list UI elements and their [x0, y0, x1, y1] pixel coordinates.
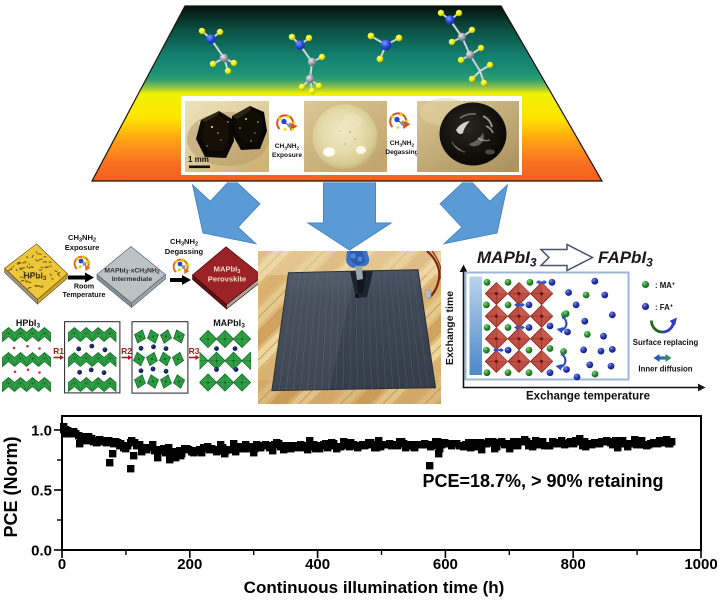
svg-text:MAPbI3: MAPbI3 — [214, 265, 241, 275]
svg-text:R1: R1 — [53, 346, 64, 356]
svg-text:200: 200 — [177, 556, 202, 573]
svg-text:HPbI3: HPbI3 — [16, 318, 41, 330]
svg-text:0.5: 0.5 — [31, 483, 52, 500]
svg-text:0.0: 0.0 — [31, 543, 52, 560]
svg-text:600: 600 — [433, 556, 458, 573]
svg-text:CH3NH2: CH3NH2 — [68, 233, 96, 244]
svg-text:1000: 1000 — [684, 556, 717, 573]
svg-text:R3: R3 — [189, 346, 200, 356]
svg-text:Temperature: Temperature — [62, 290, 105, 299]
svg-text:: FA+: : FA+ — [655, 303, 673, 312]
svg-text:0: 0 — [58, 556, 66, 573]
svg-text:Surface replacing: Surface replacing — [633, 338, 699, 347]
svg-text:Degassing: Degassing — [385, 149, 418, 156]
svg-text:Perovskite: Perovskite — [208, 275, 246, 284]
svg-text:Intermediate: Intermediate — [112, 276, 153, 283]
svg-text:CH3NH2: CH3NH2 — [390, 140, 415, 149]
svg-text:Inner diffusion: Inner diffusion — [638, 365, 692, 374]
svg-text:R2: R2 — [121, 346, 132, 356]
svg-text:HPbI3: HPbI3 — [24, 271, 47, 283]
svg-text:1 mm: 1 mm — [188, 155, 209, 164]
svg-text:Room: Room — [74, 282, 94, 291]
svg-text:Exchange time: Exchange time — [444, 291, 456, 365]
svg-text:: MA+: : MA+ — [655, 281, 675, 290]
svg-text:PCE=18.7%, > 90% retaining: PCE=18.7%, > 90% retaining — [422, 471, 663, 491]
svg-text:1.0: 1.0 — [31, 423, 52, 440]
svg-text:FAPbI3: FAPbI3 — [598, 248, 653, 270]
svg-text:CH3NH2: CH3NH2 — [275, 143, 300, 152]
svg-text:800: 800 — [561, 556, 586, 573]
svg-text:PCE (Norm): PCE (Norm) — [1, 436, 21, 537]
svg-text:Continuous illumination time (: Continuous illumination time (h) — [244, 578, 505, 597]
svg-text:CH3NH2: CH3NH2 — [170, 237, 198, 248]
svg-text:MAPbI3: MAPbI3 — [213, 318, 245, 330]
svg-text:Exposure: Exposure — [272, 152, 302, 159]
svg-text:400: 400 — [305, 556, 330, 573]
svg-text:MAPbI3·xCH3NH2: MAPbI3·xCH3NH2 — [104, 268, 159, 276]
svg-text:Exchange temperature: Exchange temperature — [526, 391, 650, 403]
svg-text:Exposure: Exposure — [65, 243, 100, 252]
svg-text:Degassing: Degassing — [165, 247, 204, 256]
svg-text:MAPbI3: MAPbI3 — [477, 248, 537, 270]
